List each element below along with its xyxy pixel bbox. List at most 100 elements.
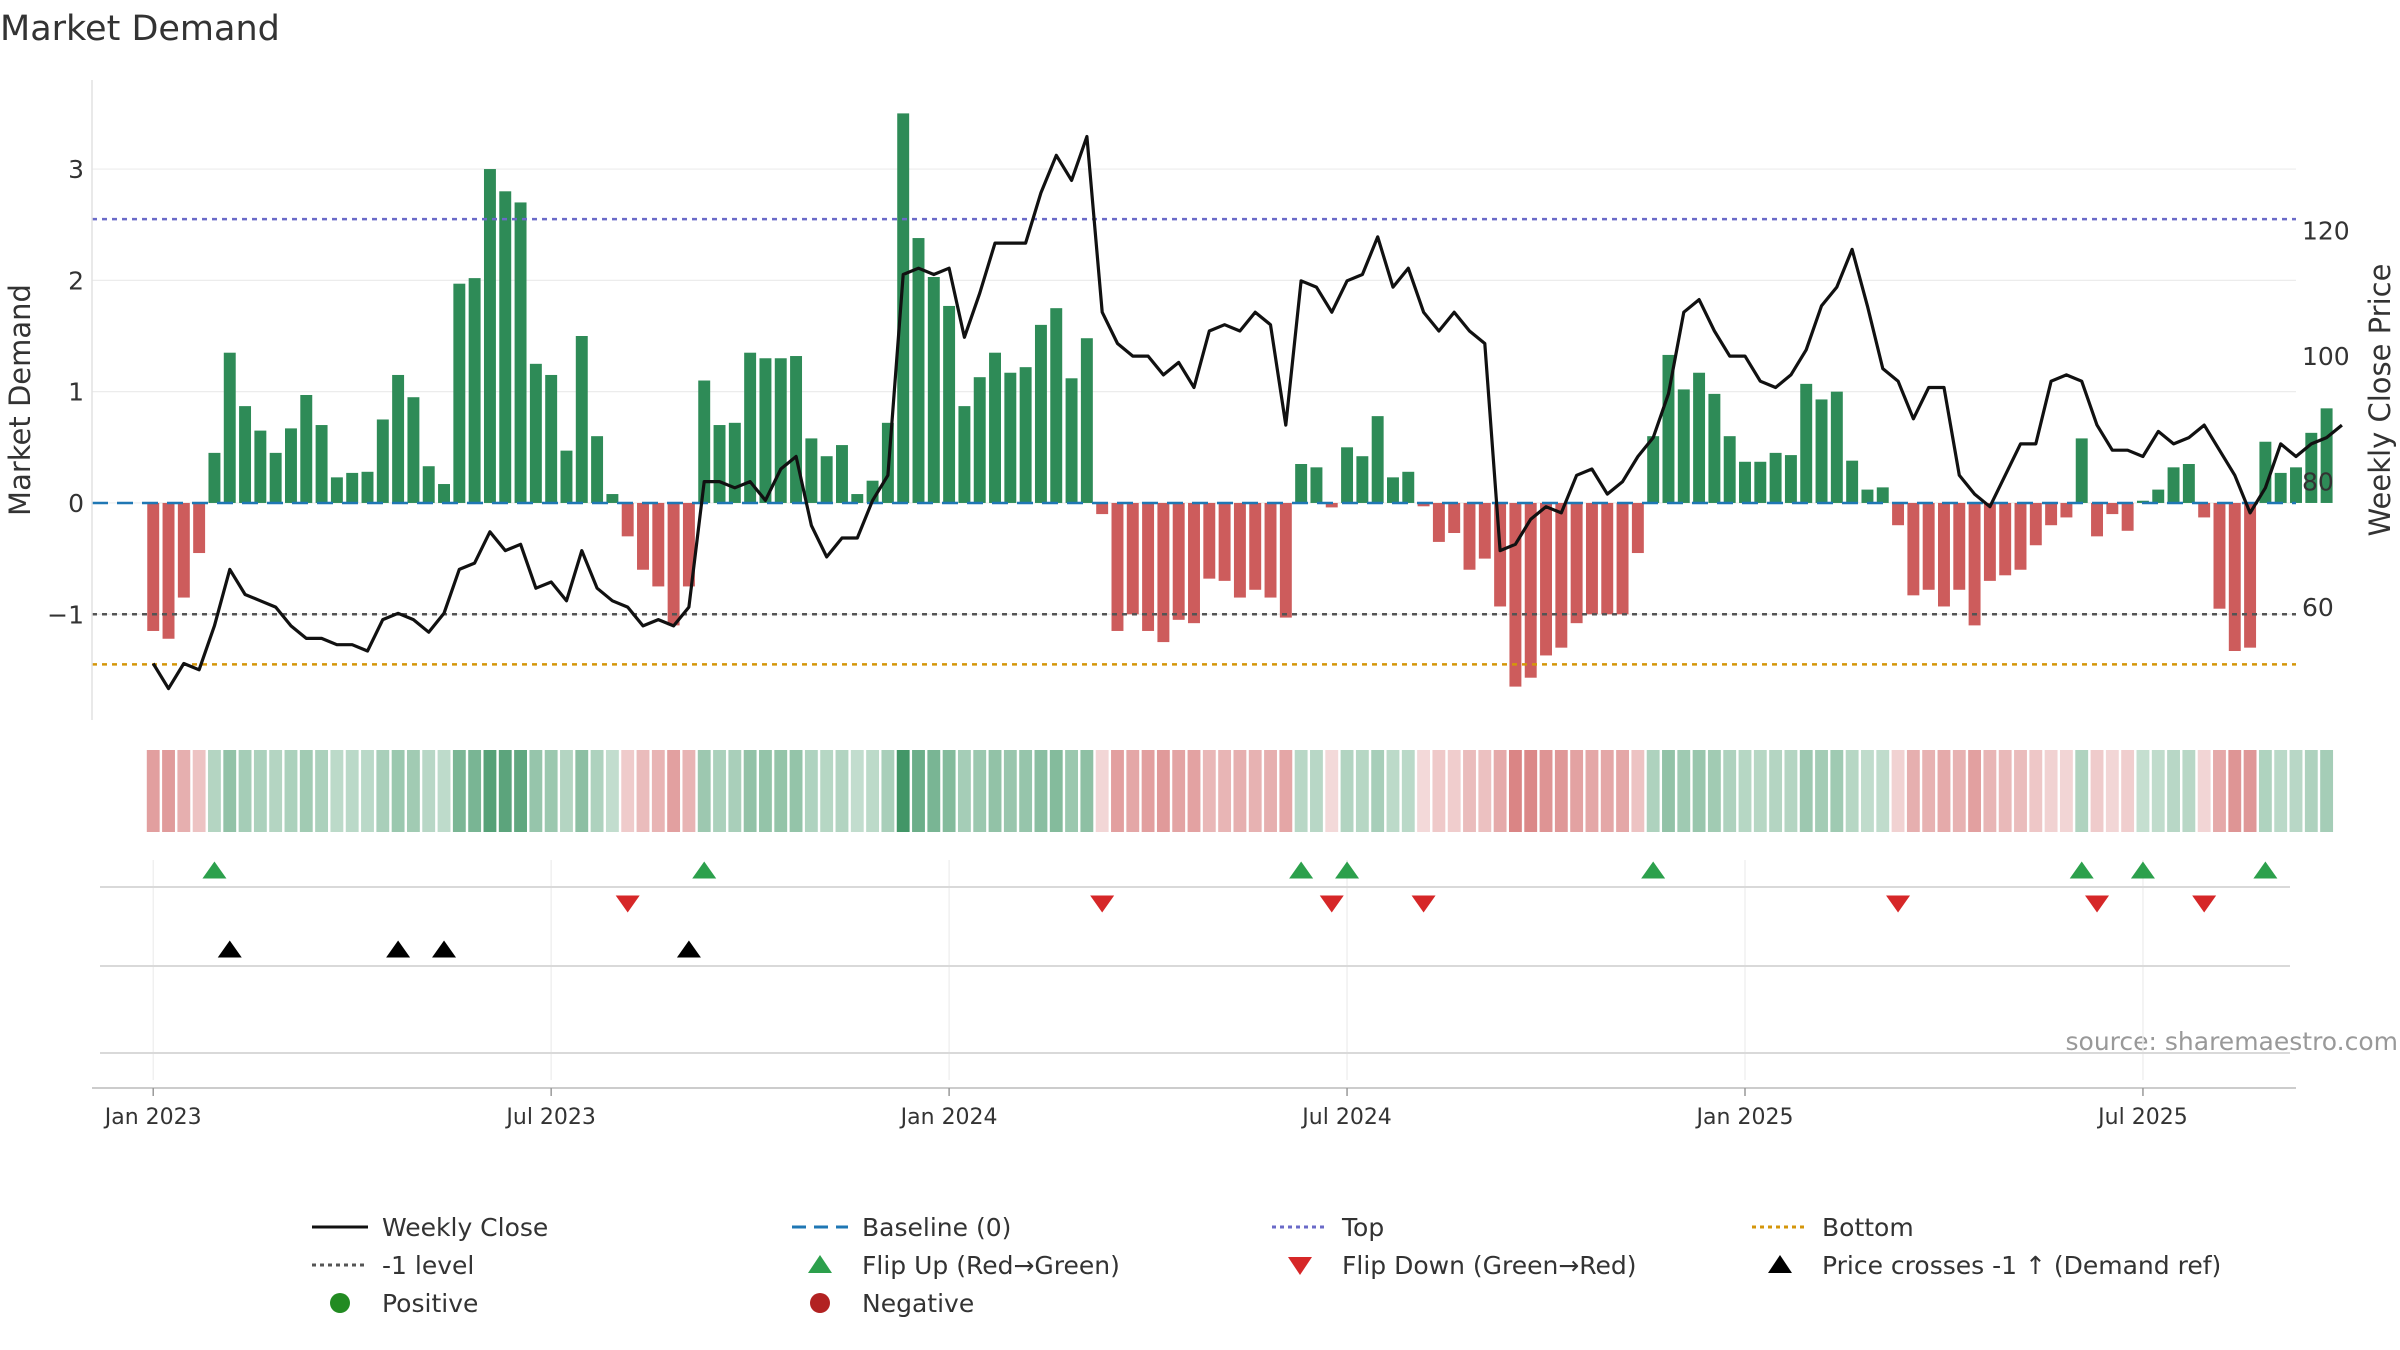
demand-bar xyxy=(2259,441,2272,503)
demand-bar xyxy=(1983,502,1996,581)
demand-bar xyxy=(728,422,741,503)
heat-cell xyxy=(1447,750,1461,832)
heat-cell xyxy=(1692,750,1706,832)
heat-cell xyxy=(284,750,298,832)
demand-bar xyxy=(1188,502,1200,624)
demand-bar xyxy=(943,305,956,503)
demand-bar xyxy=(2305,432,2318,503)
demand-bar xyxy=(2198,502,2211,518)
left-tick-label: 3 xyxy=(68,155,84,184)
demand-bar xyxy=(1815,399,1828,503)
heat-cell xyxy=(1508,750,1522,832)
demand-bar xyxy=(1065,378,1078,503)
flip-up-marker xyxy=(2130,861,2155,879)
right-tick-label: 120 xyxy=(2302,217,2350,246)
demand-bar xyxy=(147,502,160,631)
heat-cell xyxy=(483,750,497,832)
flip-up-marker xyxy=(1289,861,1314,879)
heat-cell xyxy=(345,750,359,832)
demand-bar xyxy=(208,452,221,503)
demand-bar xyxy=(1953,502,1966,590)
heat-cell xyxy=(636,750,650,832)
heat-cell xyxy=(1095,750,1109,832)
legend-negative-dot-icon xyxy=(810,1293,830,1313)
demand-bar xyxy=(1402,471,1415,503)
demand-bar xyxy=(1922,502,1935,590)
demand-bar xyxy=(836,445,848,503)
heat-cell xyxy=(2304,750,2318,832)
legend-negative-label: Negative xyxy=(862,1288,975,1318)
demand-bar xyxy=(790,356,803,503)
heat-cell xyxy=(1417,750,1431,832)
heat-cell xyxy=(1080,750,1094,832)
demand-bar xyxy=(1938,502,1950,607)
demand-bar xyxy=(1432,502,1445,542)
demand-bar xyxy=(1341,447,1354,503)
legend-bottom-label: Bottom xyxy=(1822,1212,1914,1242)
heat-cell xyxy=(1738,750,1752,832)
demand-bar xyxy=(2320,408,2333,503)
x-tick-label: Jan 2023 xyxy=(103,1105,202,1130)
heat-cell xyxy=(177,750,191,832)
demand-bar xyxy=(2091,502,2103,537)
price-cross-marker xyxy=(217,940,242,958)
heat-cell xyxy=(1723,750,1737,832)
flip-up-marker xyxy=(2253,861,2278,879)
heat-cell xyxy=(1355,750,1369,832)
demand-bar xyxy=(1723,436,1736,503)
demand-bar xyxy=(912,238,925,503)
heat-cell xyxy=(162,750,175,832)
demand-bar xyxy=(1203,502,1216,579)
demand-bar xyxy=(254,430,267,503)
demand-bar xyxy=(621,502,634,537)
flip-up-marker xyxy=(2069,861,2094,879)
heat-cell xyxy=(667,750,681,832)
demand-bar xyxy=(1264,502,1277,598)
demand-bar xyxy=(1034,324,1047,503)
demand-bar xyxy=(315,425,328,503)
demand-bar xyxy=(1876,487,1889,503)
demand-bar xyxy=(575,336,588,503)
flip-down-marker xyxy=(1090,895,1115,913)
heat-cell xyxy=(2090,750,2104,832)
legend-positive-dot-icon xyxy=(330,1293,350,1313)
heat-cell xyxy=(1830,750,1844,832)
demand-bar xyxy=(1892,502,1905,526)
heat-cell xyxy=(713,750,726,832)
demand-bar xyxy=(545,374,558,503)
demand-bar xyxy=(1830,391,1843,503)
heat-cell xyxy=(1202,750,1216,832)
heat-cell xyxy=(315,750,329,832)
legend-flip-down-icon xyxy=(1288,1257,1312,1275)
legend-top-label: Top xyxy=(1342,1212,1385,1242)
demand-bar xyxy=(606,494,619,503)
demand-bar xyxy=(239,406,252,503)
heat-cell xyxy=(1156,750,1170,832)
heat-cell xyxy=(391,750,405,832)
demand-bar xyxy=(1417,502,1430,507)
demand-bar xyxy=(1968,502,1981,626)
price-cross-marker xyxy=(676,940,701,958)
flip-down-marker xyxy=(1411,895,1436,913)
heat-cell xyxy=(1034,750,1048,832)
heat-cell xyxy=(1340,750,1354,832)
demand-bar xyxy=(2121,502,2134,531)
heat-cell xyxy=(988,750,1002,832)
heat-cell xyxy=(1187,750,1201,832)
demand-bar xyxy=(1999,502,2012,576)
reference-lines xyxy=(92,217,2296,666)
left-tick-label: 1 xyxy=(68,378,84,407)
demand-bar xyxy=(529,363,542,503)
demand-bar xyxy=(483,169,496,503)
legend-weekly-close-swatch xyxy=(312,1225,368,1229)
demand-bar xyxy=(1555,502,1568,648)
heat-cell xyxy=(2274,750,2288,832)
demand-bar xyxy=(1693,372,1706,503)
heat-cell xyxy=(299,750,313,832)
demand-bar xyxy=(1448,502,1461,534)
demand-bars xyxy=(147,113,2333,687)
demand-bar xyxy=(2014,502,2027,570)
demand-bar xyxy=(637,502,649,570)
heat-cell xyxy=(2075,750,2089,832)
demand-bar xyxy=(361,471,374,503)
